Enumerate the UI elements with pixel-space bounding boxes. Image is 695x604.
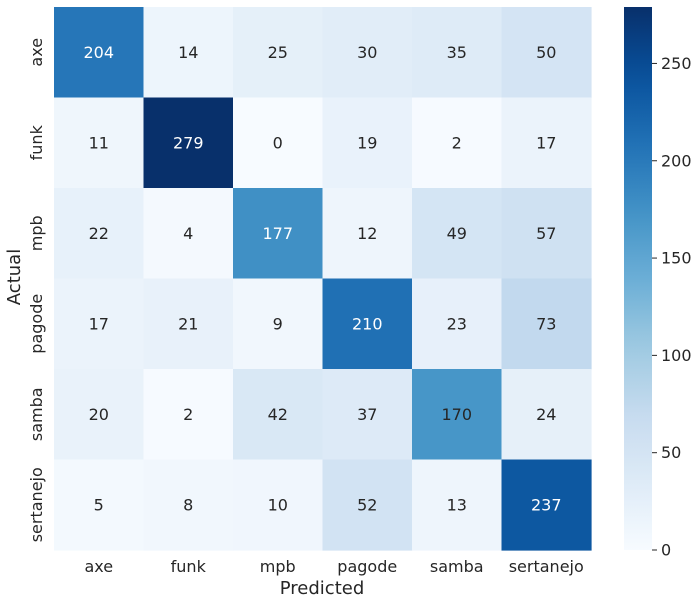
heatmap-cell (412, 188, 503, 280)
cell-value-label: 4 (183, 224, 193, 243)
cell-value-label: 279 (173, 133, 204, 152)
cell-value-label: 49 (447, 224, 467, 243)
cell-value-label: 237 (531, 495, 562, 514)
heatmap-cell (412, 459, 503, 551)
heatmap-cell (501, 7, 592, 99)
y-tick-label: sertanejo (27, 467, 46, 542)
heatmap-cell (54, 7, 145, 99)
x-axis-label: Predicted (280, 578, 365, 599)
cell-value-label: 2 (183, 405, 193, 424)
cell-value-label: 57 (536, 224, 556, 243)
cell-value-label: 210 (352, 314, 383, 333)
cell-value-label: 22 (89, 224, 109, 243)
x-tick-label: samba (430, 557, 484, 576)
cell-value-label: 170 (441, 405, 472, 424)
y-axis-ticks: axe funk mpb pagode samba sertanejo (27, 38, 46, 542)
heatmap-cell (322, 7, 413, 99)
cell-value-label: 12 (357, 224, 377, 243)
heatmap-cell (501, 97, 592, 189)
heatmap-cell (322, 278, 413, 370)
colorbar-tick-label: 100 (661, 346, 692, 365)
y-tick-label: axe (27, 38, 46, 67)
cell-value-label: 35 (447, 43, 467, 62)
colorbar-tick-label: 250 (661, 54, 692, 73)
heatmap-cell (233, 278, 324, 370)
heatmap-cell (54, 459, 145, 551)
cell-value-label: 10 (268, 495, 288, 514)
y-tick-label: mpb (27, 215, 46, 251)
y-tick-label: pagode (27, 294, 46, 354)
cell-value-label: 11 (89, 133, 109, 152)
heatmap-cell (412, 7, 503, 99)
cell-value-label: 42 (268, 405, 288, 424)
cell-value-label: 13 (447, 495, 467, 514)
cell-value-label: 50 (536, 43, 556, 62)
colorbar-tick-label: 150 (661, 249, 692, 268)
heatmap-cells (54, 7, 592, 551)
heatmap-cell (233, 369, 324, 461)
heatmap-cell (501, 369, 592, 461)
heatmap-cell (501, 459, 592, 551)
colorbar (624, 7, 652, 550)
heatmap-cell (54, 369, 145, 461)
heatmap-cell (143, 278, 234, 370)
cell-value-label: 21 (178, 314, 198, 333)
x-tick-label: axe (84, 557, 113, 576)
x-tick-label: mpb (260, 557, 296, 576)
heatmap-cell (322, 459, 413, 551)
heatmap-cell (501, 278, 592, 370)
heatmap-cell (54, 188, 145, 280)
heatmap-cell (412, 369, 503, 461)
x-tick-label: sertanejo (509, 557, 584, 576)
colorbar-ticks: 0 50 100 150 200 250 (652, 54, 692, 560)
heatmap-cell (233, 7, 324, 99)
cell-value-label: 19 (357, 133, 377, 152)
y-tick-label: samba (27, 387, 46, 441)
cell-value-label: 177 (262, 224, 293, 243)
heatmap-cell (412, 278, 503, 370)
cell-value-label: 30 (357, 43, 377, 62)
cell-value-label: 0 (273, 133, 283, 152)
colorbar-tick-label: 50 (661, 443, 681, 462)
heatmap-cell (322, 369, 413, 461)
cell-value-label: 17 (536, 133, 556, 152)
cell-value-label: 5 (94, 495, 104, 514)
cell-value-label: 23 (447, 314, 467, 333)
colorbar-tick-label: 0 (661, 541, 671, 560)
heatmap-cell (143, 459, 234, 551)
cell-value-label: 24 (536, 405, 556, 424)
heatmap-cell (233, 188, 324, 280)
y-tick-label: funk (27, 124, 46, 160)
cell-value-label: 9 (273, 314, 283, 333)
cell-value-label: 37 (357, 405, 377, 424)
heatmap-cell (412, 97, 503, 189)
cell-value-label: 52 (357, 495, 377, 514)
y-axis-label: Actual (4, 249, 25, 305)
heatmap-cell (233, 459, 324, 551)
heatmap-cell (322, 97, 413, 189)
cell-value-label: 14 (178, 43, 198, 62)
cell-value-label: 2 (452, 133, 462, 152)
x-tick-label: funk (171, 557, 207, 576)
heatmap-cell (322, 188, 413, 280)
cell-value-label: 25 (268, 43, 288, 62)
cell-value-label: 20 (89, 405, 109, 424)
heatmap-cell (143, 369, 234, 461)
cell-value-label: 73 (536, 314, 556, 333)
heatmap-cell (501, 188, 592, 280)
heatmap-cell (54, 278, 145, 370)
colorbar-tick-label: 200 (661, 151, 692, 170)
cell-value-label: 8 (183, 495, 193, 514)
cell-value-label: 17 (89, 314, 109, 333)
heatmap-cell (143, 188, 234, 280)
x-axis-ticks: axe funk mpb pagode samba sertanejo (84, 557, 583, 576)
heatmap-cell (143, 7, 234, 99)
heatmap-cell (54, 97, 145, 189)
heatmap-cell (233, 97, 324, 189)
x-tick-label: pagode (337, 557, 397, 576)
heatmap-cell (143, 97, 234, 189)
cell-value-label: 204 (83, 43, 114, 62)
